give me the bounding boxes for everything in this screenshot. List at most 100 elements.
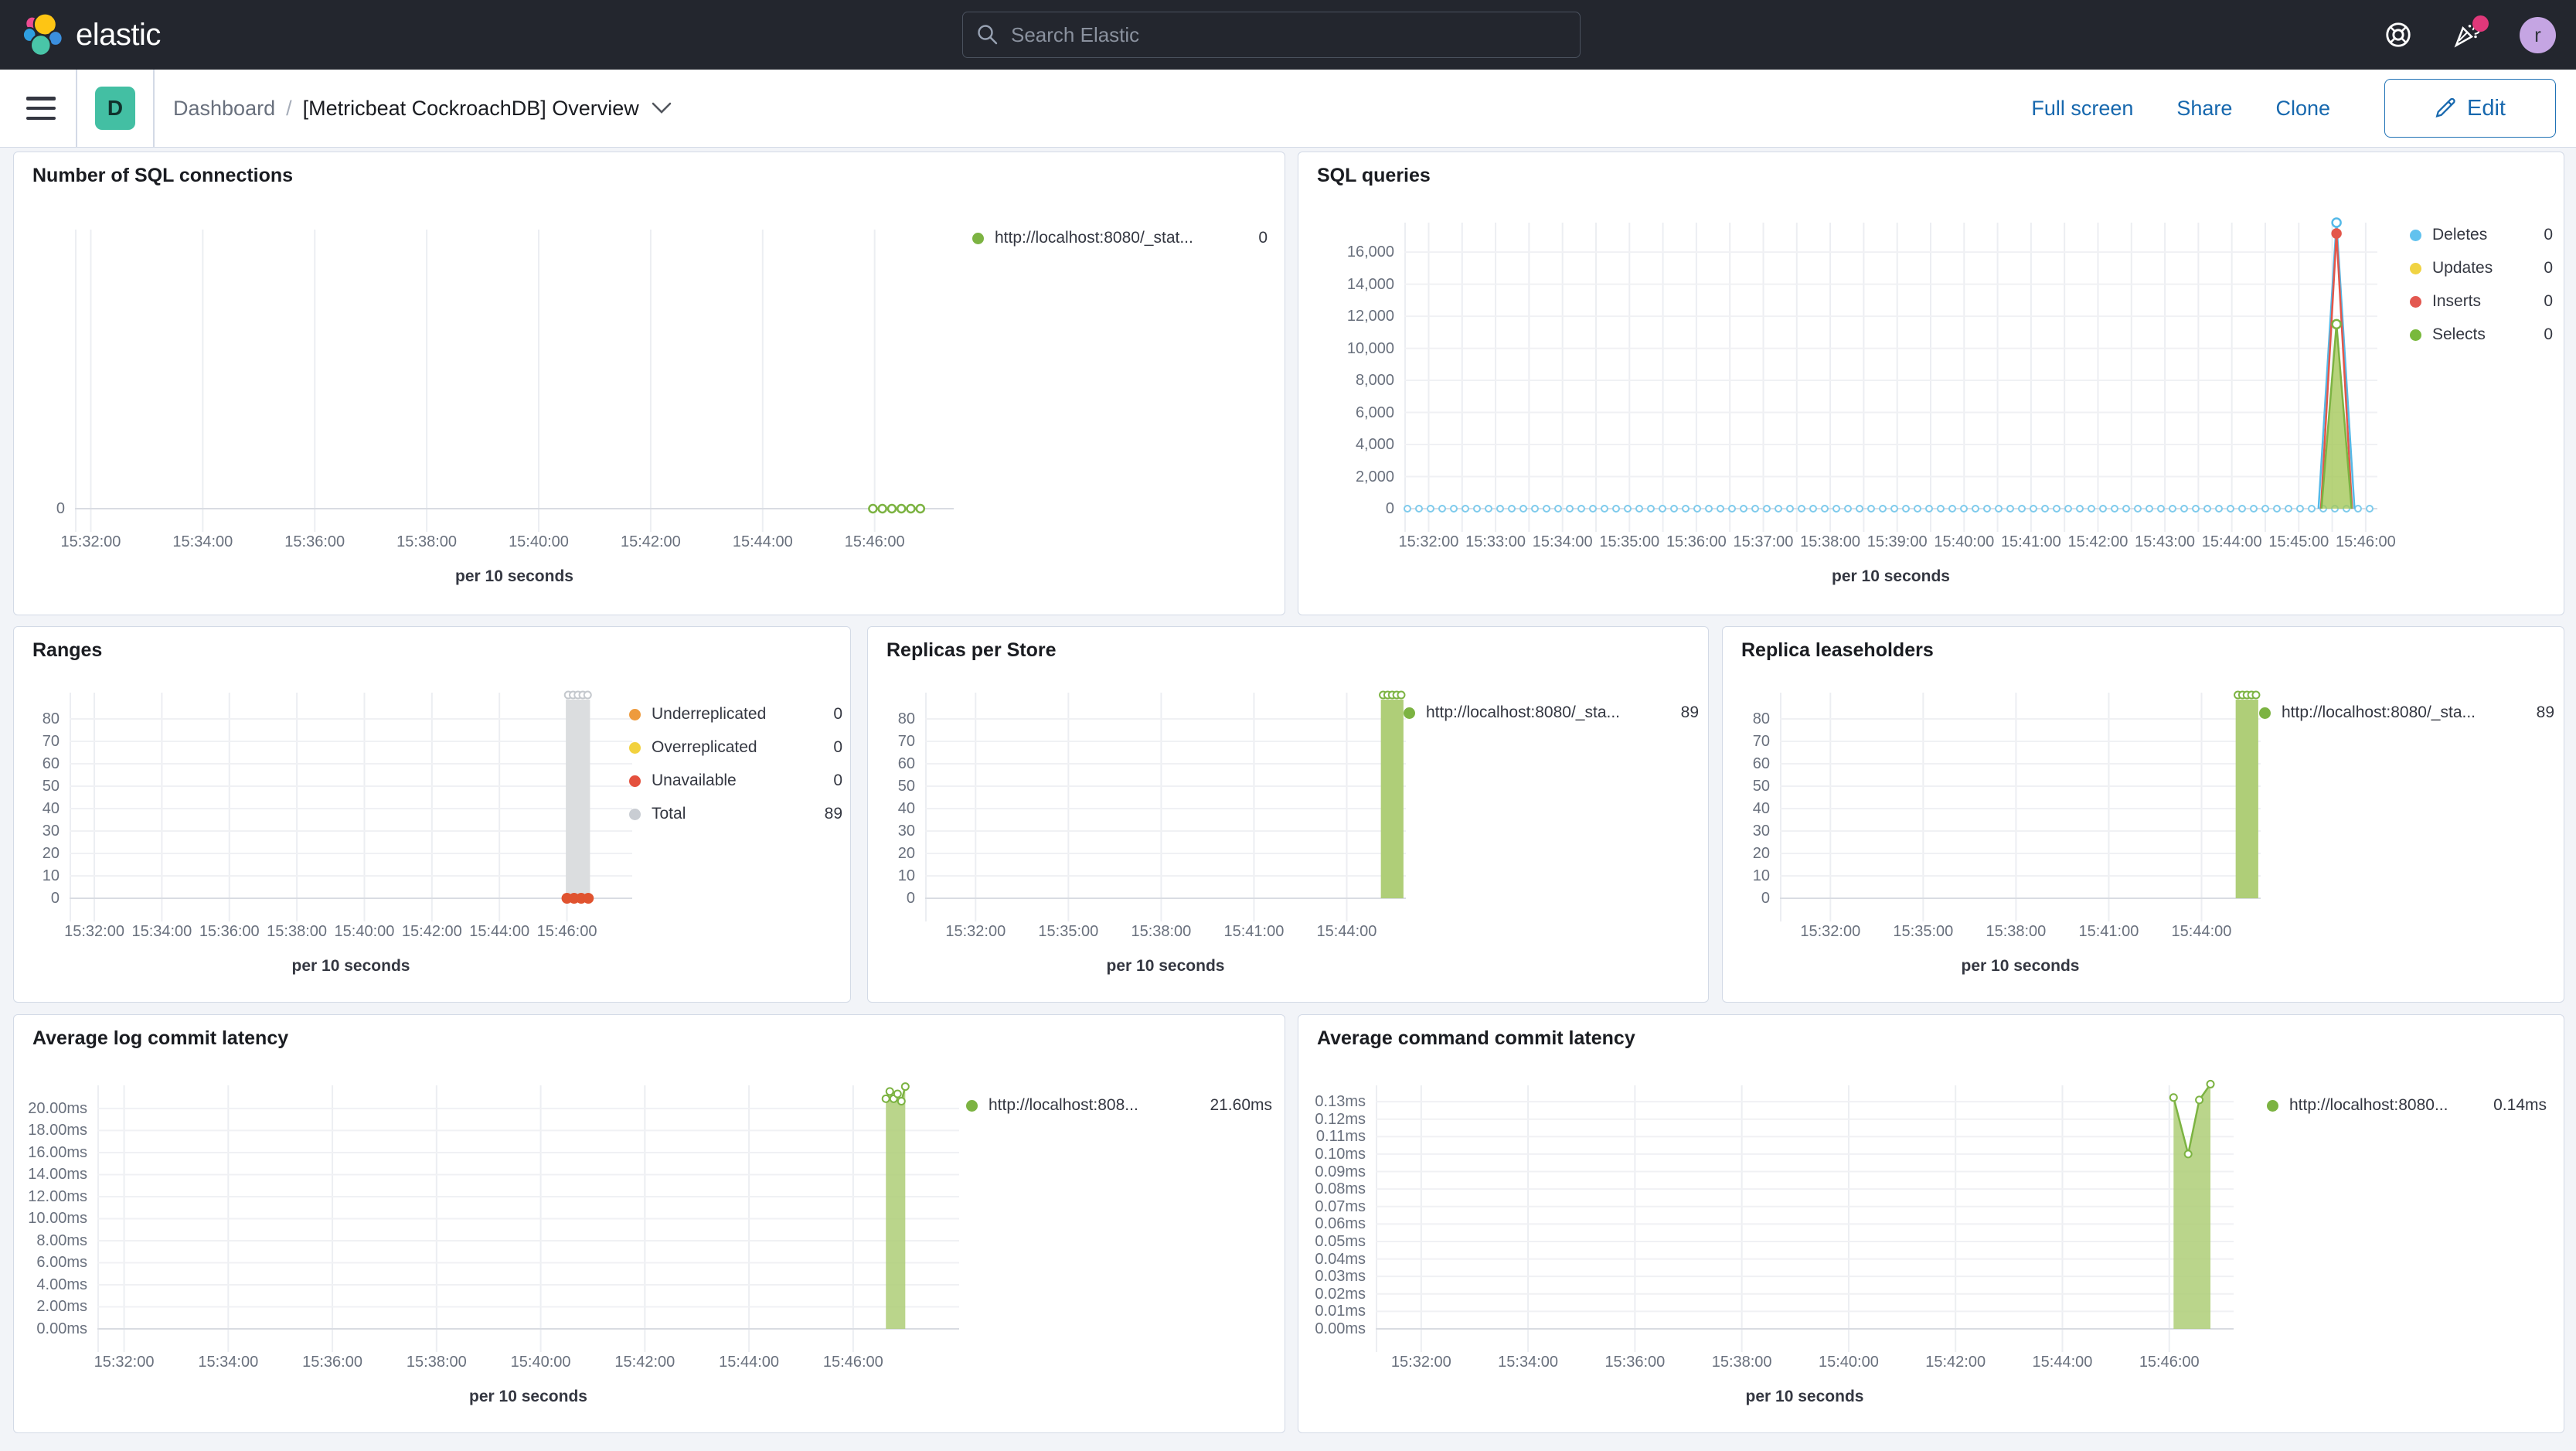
x-axis-tick: 15:38:00 — [406, 1354, 467, 1371]
x-axis-tick: 15:42:00 — [1925, 1354, 1986, 1371]
x-axis-tick: 15:42:00 — [614, 1354, 675, 1371]
legend-item[interactable]: Updates 0 — [2410, 257, 2553, 280]
x-axis-tick: 15:40:00 — [1934, 533, 1995, 550]
help-button[interactable] — [2380, 17, 2416, 53]
y-axis: 0 2,000 4,000 6,000 8,000 10,000 12,000 14,000 1… — [1281, 223, 1404, 517]
y-axis-tick: 6.00ms — [36, 1254, 87, 1272]
legend-value: 0 — [2544, 226, 2553, 244]
plot-area[interactable] — [925, 690, 1406, 921]
legend-dot-icon — [972, 232, 984, 244]
global-search — [962, 12, 1581, 58]
y-axis-tick: 0.01ms — [1315, 1303, 1366, 1320]
y-axis-tick: 40 — [42, 800, 60, 818]
y-axis-tick: 20 — [1752, 845, 1770, 862]
x-axis-tick: 15:36:00 — [199, 923, 260, 940]
breadcrumb-separator: / — [286, 96, 292, 120]
legend-item[interactable]: http://localhost:8080/_stat... 0 — [972, 227, 1268, 250]
legend-dot-icon — [2410, 295, 2421, 308]
panel-ranges: Ranges 0 10 20 30 40 50 60 70 80 15:32:00 15:34:0… — [13, 626, 851, 1003]
plot-area[interactable] — [70, 690, 632, 921]
x-axis-tick: 15:36:00 — [302, 1354, 362, 1371]
plot-area[interactable] — [1404, 217, 2377, 532]
x-axis-tick: 15:46:00 — [2139, 1354, 2200, 1371]
x-axis-tick: 15:41:00 — [1223, 923, 1285, 940]
y-axis-tick: 0.03ms — [1315, 1268, 1366, 1286]
y-axis-tick: 0.07ms — [1315, 1197, 1366, 1215]
legend-item[interactable]: Underreplicated 0 — [629, 703, 842, 726]
x-axis-tick: 15:40:00 — [1818, 1354, 1879, 1371]
user-avatar[interactable]: r — [2520, 16, 2556, 53]
plot-area[interactable] — [75, 230, 954, 532]
y-axis-tick: 2,000 — [1355, 468, 1394, 485]
logo-wordmark: elastic — [76, 17, 161, 52]
x-axis-tick: 15:36:00 — [1604, 1354, 1666, 1371]
x-axis-tick: 15:32:00 — [94, 1354, 155, 1371]
legend-item[interactable]: Overreplicated 0 — [629, 736, 842, 759]
legend-value: 0 — [2544, 259, 2553, 277]
x-axis-tick: 15:33:00 — [1465, 533, 1526, 550]
y-axis-tick: 10.00ms — [28, 1210, 87, 1228]
y-axis-tick: 18.00ms — [28, 1122, 87, 1139]
legend-item[interactable]: Inserts 0 — [2410, 290, 2553, 313]
y-axis-tick: 0.04ms — [1315, 1250, 1366, 1268]
x-axis: 15:32:00 15:35:00 15:38:00 15:41:00 15:44:00 — [925, 923, 1406, 945]
plot-area[interactable] — [1780, 690, 2261, 921]
y-axis-tick: 70 — [897, 733, 915, 751]
legend-item[interactable]: http://localhost:8080... 0.14ms — [2267, 1094, 2547, 1117]
x-axis-tick: 15:44:00 — [469, 923, 530, 940]
y-axis-tick: 0 — [1761, 890, 1770, 907]
x-axis-tick: 15:32:00 — [1800, 923, 1861, 940]
legend-value: 21.60ms — [1210, 1096, 1272, 1114]
legend-item[interactable]: Total 89 — [629, 802, 842, 826]
space-switcher[interactable]: D — [95, 87, 135, 130]
plot-area[interactable] — [97, 1082, 959, 1352]
legend-item[interactable]: http://localhost:8080/_sta... 89 — [2259, 701, 2554, 724]
title-options-button[interactable] — [652, 102, 672, 114]
y-axis: 0 10 20 30 40 50 60 70 80 — [0, 693, 70, 907]
x-axis-title: per 10 seconds — [455, 567, 573, 585]
clone-button[interactable]: Clone — [2275, 96, 2330, 120]
legend-label: http://localhost:808... — [989, 1096, 1138, 1114]
full-screen-button[interactable]: Full screen — [2031, 96, 2134, 120]
y-axis-tick: 4,000 — [1355, 436, 1394, 454]
y-axis-tick: 70 — [1752, 733, 1770, 751]
legend-item[interactable]: Selects 0 — [2410, 323, 2553, 346]
search-input[interactable] — [962, 12, 1581, 58]
x-axis-tick: 15:38:00 — [1986, 923, 2047, 940]
divider — [153, 70, 155, 147]
plot-area[interactable] — [1376, 1079, 2234, 1352]
legend-item[interactable]: http://localhost:8080/_sta... 89 — [1404, 701, 1699, 724]
share-button[interactable]: Share — [2176, 96, 2233, 120]
legend-label: Overreplicated — [652, 738, 757, 756]
legend-label: Unavailable — [652, 771, 737, 789]
y-axis-tick: 50 — [1752, 778, 1770, 795]
elastic-logo[interactable]: elastic — [22, 0, 161, 70]
legend-item[interactable]: Unavailable 0 — [629, 769, 842, 792]
legend-item[interactable]: http://localhost:808... 21.60ms — [966, 1094, 1272, 1117]
panel-title: Replicas per Store — [886, 639, 1057, 661]
x-axis-title: per 10 seconds — [1832, 567, 1950, 585]
legend-value: 89 — [1680, 703, 1699, 721]
toolbar-actions: Full screen Share Clone Edit — [2031, 79, 2556, 138]
x-axis-tick: 15:40:00 — [510, 1354, 571, 1371]
divider — [76, 70, 77, 147]
y-axis-tick: 80 — [42, 710, 60, 728]
breadcrumb-dashboard-link[interactable]: Dashboard — [173, 96, 276, 120]
menu-button[interactable] — [26, 97, 56, 120]
y-axis-tick: 6,000 — [1355, 404, 1394, 421]
x-axis-tick: 15:44:00 — [2201, 533, 2262, 550]
y-axis-tick: 10 — [1752, 867, 1770, 884]
y-axis: 0.00ms 2.00ms 4.00ms 6.00ms 8.00ms 10.00ms 12.… — [0, 1085, 97, 1337]
legend-value: 0 — [833, 771, 842, 789]
edit-button[interactable]: Edit — [2384, 79, 2556, 138]
legend-dot-icon — [1404, 707, 1415, 719]
x-axis-tick: 15:32:00 — [945, 923, 1006, 940]
y-axis-tick: 80 — [1752, 710, 1770, 728]
y-axis-tick: 30 — [42, 823, 60, 840]
x-axis-tick: 15:35:00 — [1038, 923, 1099, 940]
legend-item[interactable]: Deletes 0 — [2410, 223, 2553, 247]
y-axis-tick: 0 — [50, 890, 60, 907]
x-axis-tick: 15:39:00 — [1866, 533, 1928, 550]
newsfeed-button[interactable] — [2450, 15, 2489, 53]
x-axis-tick: 15:46:00 — [844, 533, 905, 550]
